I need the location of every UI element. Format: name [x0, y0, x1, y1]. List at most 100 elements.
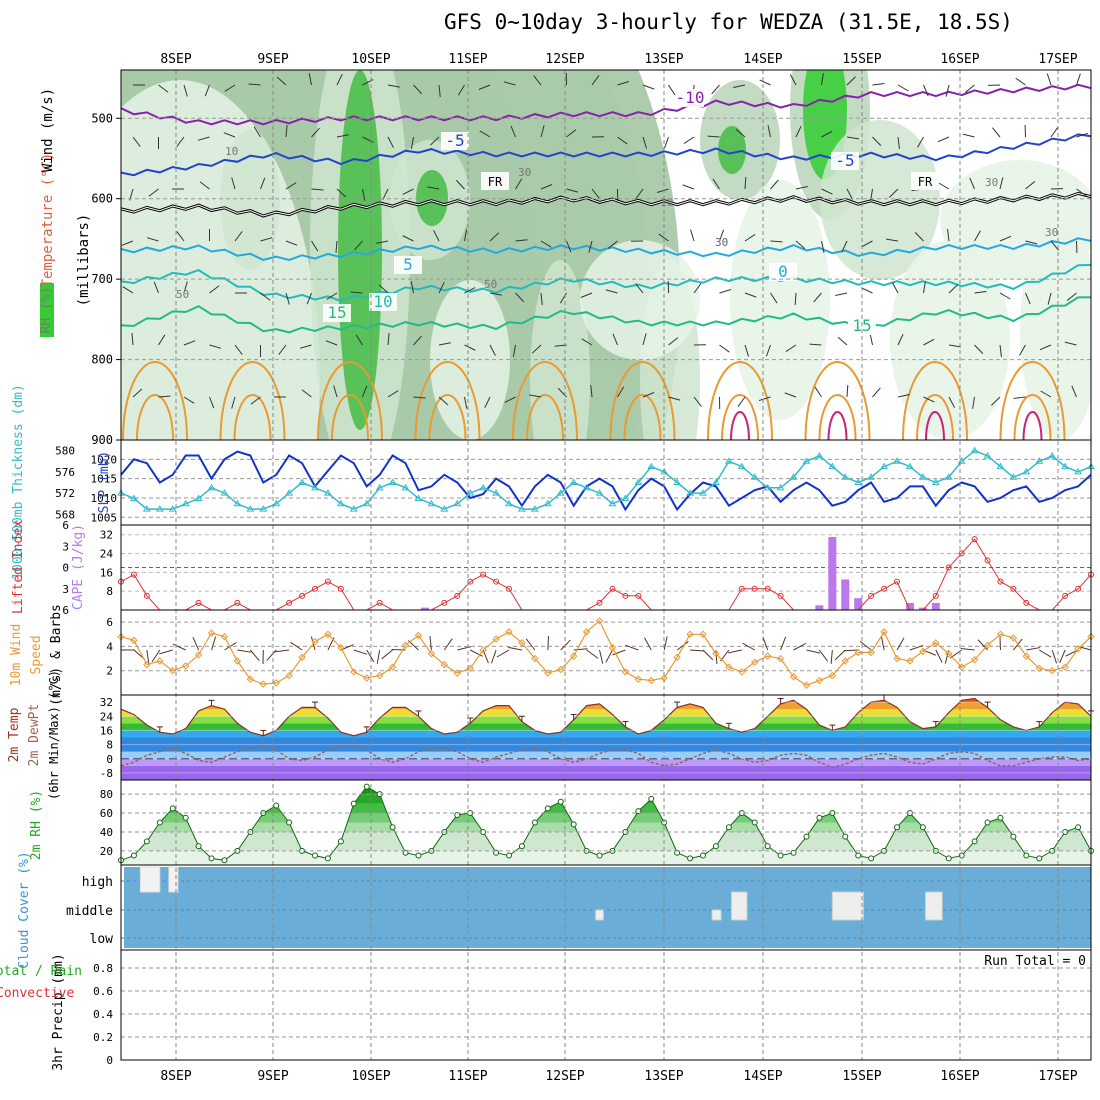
rh-marker — [1010, 833, 1017, 840]
wind-barb — [362, 188, 366, 201]
lifted-marker — [493, 578, 500, 585]
wind-barb — [617, 136, 628, 145]
thickness-marker — [893, 457, 901, 464]
wind-barb — [861, 287, 873, 294]
rh-marker — [208, 855, 215, 862]
cape-tick-label: 24 — [100, 548, 114, 561]
wind10m-barb — [663, 636, 668, 651]
wind10m-barb — [1039, 649, 1052, 658]
rh-tick-label: 60 — [100, 807, 113, 820]
x-date-top: 12SEP — [545, 52, 584, 67]
wind-barb — [607, 240, 618, 249]
isotherm--10 — [121, 83, 1091, 126]
wind-speed-marker — [143, 660, 151, 669]
wind-barb — [591, 188, 600, 199]
thickness-label: 1000-500mb Thickness (dm) — [11, 384, 26, 580]
lifted-marker — [945, 564, 952, 571]
wind-barb — [204, 84, 210, 97]
rh2m-label: 2m RH (%) — [29, 790, 44, 860]
wind-barb — [744, 176, 747, 190]
wind-barb — [209, 396, 215, 409]
wind-speed-marker — [220, 633, 229, 641]
lifted-marker — [609, 585, 616, 592]
wind-barb — [510, 125, 516, 138]
sfc-isotherm-5 — [609, 361, 676, 440]
wind-barb — [869, 333, 873, 346]
wind-speed-line — [120, 619, 1092, 686]
wind-speed-marker — [311, 637, 319, 646]
rh-marker — [984, 819, 991, 826]
thickness-marker — [763, 483, 772, 491]
rh-marker — [687, 855, 694, 862]
lifted-marker — [1023, 599, 1030, 606]
contour-label: -5 — [835, 151, 854, 170]
wind-barb — [433, 230, 440, 242]
thickness-marker — [259, 505, 268, 512]
wind-barb — [378, 284, 389, 294]
rh-shade-22 — [1020, 220, 1091, 440]
wind-speed-marker — [518, 639, 526, 647]
x-date-bottom: 13SEP — [644, 1069, 683, 1084]
precip-convective-label: Convective — [0, 986, 74, 1001]
wind-barb — [1025, 240, 1038, 245]
sfc-isotherm-9 — [999, 361, 1066, 440]
lifted-marker — [454, 592, 461, 599]
cloud-level-label: high — [82, 875, 113, 890]
rh-band — [121, 794, 1091, 804]
wind-barb — [355, 334, 363, 346]
wind-speed-marker — [945, 650, 953, 658]
wind-speed-marker — [427, 650, 436, 658]
rh-marker — [997, 814, 1004, 821]
contour-label-bg — [769, 263, 797, 281]
thickness-marker — [362, 499, 371, 507]
wind-barb — [719, 229, 725, 242]
contour-label: 15 — [327, 303, 346, 322]
sfc-isotherm-hot-7 — [827, 411, 848, 440]
wind-barb — [846, 76, 856, 86]
wind-speed-marker — [156, 657, 164, 665]
wind-speed-marker — [298, 653, 306, 662]
temp-band — [121, 723, 1091, 731]
wind-barb — [148, 188, 159, 197]
wind-speed-marker — [1074, 645, 1082, 653]
wind-barb — [311, 240, 319, 252]
wind-barb — [1040, 390, 1052, 398]
rh-label: 50 — [484, 278, 497, 291]
sfc-isotherm-0 — [122, 361, 188, 440]
wind-barb — [914, 232, 924, 242]
thickness-marker — [996, 462, 1005, 470]
thickness-marker — [298, 478, 306, 485]
cape-bar — [918, 607, 927, 610]
rh-marker — [518, 843, 525, 850]
rh-band — [121, 813, 1091, 823]
dewpt-line — [120, 743, 1092, 769]
wind10m-barb — [944, 649, 950, 664]
temp-line — [120, 697, 1092, 737]
x-date-bottom: 10SEP — [351, 1069, 390, 1084]
thickness-marker — [324, 489, 332, 496]
thickness-marker — [142, 505, 151, 512]
wind-barb — [362, 385, 368, 398]
wind-speed-marker — [324, 630, 332, 638]
wind-barb — [937, 136, 950, 143]
wind-tick-label: 4 — [106, 640, 113, 653]
isotherm--5 — [121, 133, 1091, 177]
rh-marker — [389, 824, 396, 831]
lifted-marker — [376, 599, 383, 606]
rh-marker — [1075, 824, 1082, 831]
wind-barb — [566, 129, 577, 138]
wind-barb — [795, 186, 808, 190]
thickness-marker — [789, 473, 798, 480]
thickness-marker — [737, 462, 746, 470]
rh-label: 30 — [715, 236, 728, 249]
slp-line — [120, 450, 1092, 512]
rh-marker — [751, 819, 758, 826]
wind-barb — [617, 386, 625, 398]
wind10m-barb — [793, 642, 807, 651]
li-tick-label: 3 — [62, 583, 69, 596]
x-date-bottom: 11SEP — [448, 1069, 487, 1084]
lifted-marker — [997, 578, 1004, 585]
sfc-isotherm-inner-2 — [331, 394, 369, 440]
wind10m-barb — [429, 636, 432, 651]
wind-barb — [285, 125, 288, 138]
